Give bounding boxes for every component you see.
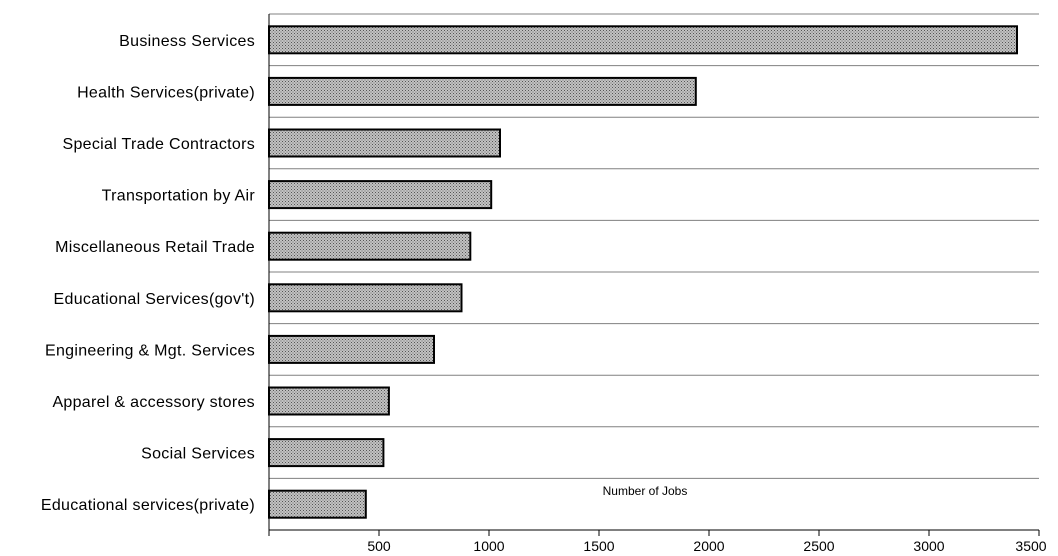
x-axis-title: Number of Jobs [603, 484, 688, 498]
category-label: Social Services [141, 446, 255, 463]
bar [268, 231, 472, 261]
x-tick-label: 1000 [473, 538, 504, 554]
bar [268, 128, 501, 158]
category-label: Transportation by Air [102, 188, 256, 205]
x-tick-label: 1500 [583, 538, 614, 554]
bar [268, 489, 367, 519]
category-label: Educational services(private) [41, 497, 255, 514]
bar [268, 438, 385, 468]
bar [268, 283, 463, 313]
category-label: Engineering & Mgt. Services [45, 342, 255, 359]
bar [268, 334, 435, 364]
category-label: Apparel & accessory stores [52, 394, 255, 411]
axes: 500 1000 1500 2000 2500 3000 3500 [268, 14, 1047, 554]
bar [268, 180, 493, 210]
category-label: Special Trade Contractors [63, 136, 255, 153]
x-tick-label: 3500 [1015, 538, 1046, 554]
category-label: Health Services(private) [77, 84, 255, 101]
bar [268, 25, 1018, 55]
category-label: Business Services [119, 33, 255, 50]
x-tick-label: 3000 [913, 538, 944, 554]
bar [268, 76, 697, 106]
category-labels: Business Services Health Services(private… [41, 33, 255, 514]
x-tick-label: 2500 [803, 538, 834, 554]
x-tick-label: 500 [367, 538, 391, 554]
category-label: Miscellaneous Retail Trade [55, 239, 255, 256]
x-tick-label: 2000 [693, 538, 724, 554]
bar [268, 386, 390, 416]
category-label: Educational Services(gov't) [54, 291, 255, 308]
